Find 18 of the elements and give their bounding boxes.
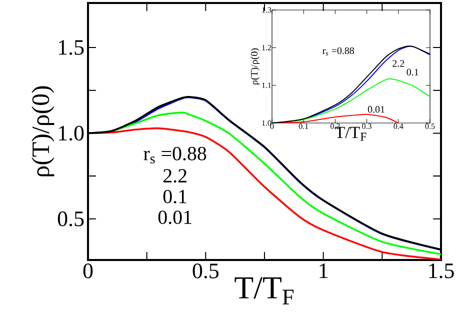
text: r$_{s}$ =0.88 — [322, 47, 354, 56]
y-tick-label: 1.0 — [59, 126, 84, 141]
annotation: 2.2 — [163, 169, 186, 183]
y-tick-label: 1.5 — [59, 40, 84, 55]
annotation: 0.1 — [163, 190, 186, 204]
annotation: 0.01 — [158, 210, 192, 224]
y-axis-title: ρ(T)/ρ(0) — [250, 48, 260, 84]
x-axis-title: T/T$_{F}$ — [234, 277, 294, 304]
y-axis-title: ρ(T)/ρ(0) — [32, 86, 54, 176]
x-tick-label: 0 — [83, 264, 93, 278]
series-label: 2.2 — [392, 60, 404, 67]
annotation: r$_{s}$ =0.88 — [144, 146, 206, 164]
x-tick-label: 1 — [320, 264, 328, 278]
x-tick-label: 0.5 — [192, 264, 219, 278]
series-label: 0.1 — [406, 68, 418, 76]
series-label: 0.01 — [368, 106, 384, 113]
x-tick-label: 1.5 — [429, 264, 454, 278]
y-tick-label: 0.5 — [58, 211, 84, 226]
